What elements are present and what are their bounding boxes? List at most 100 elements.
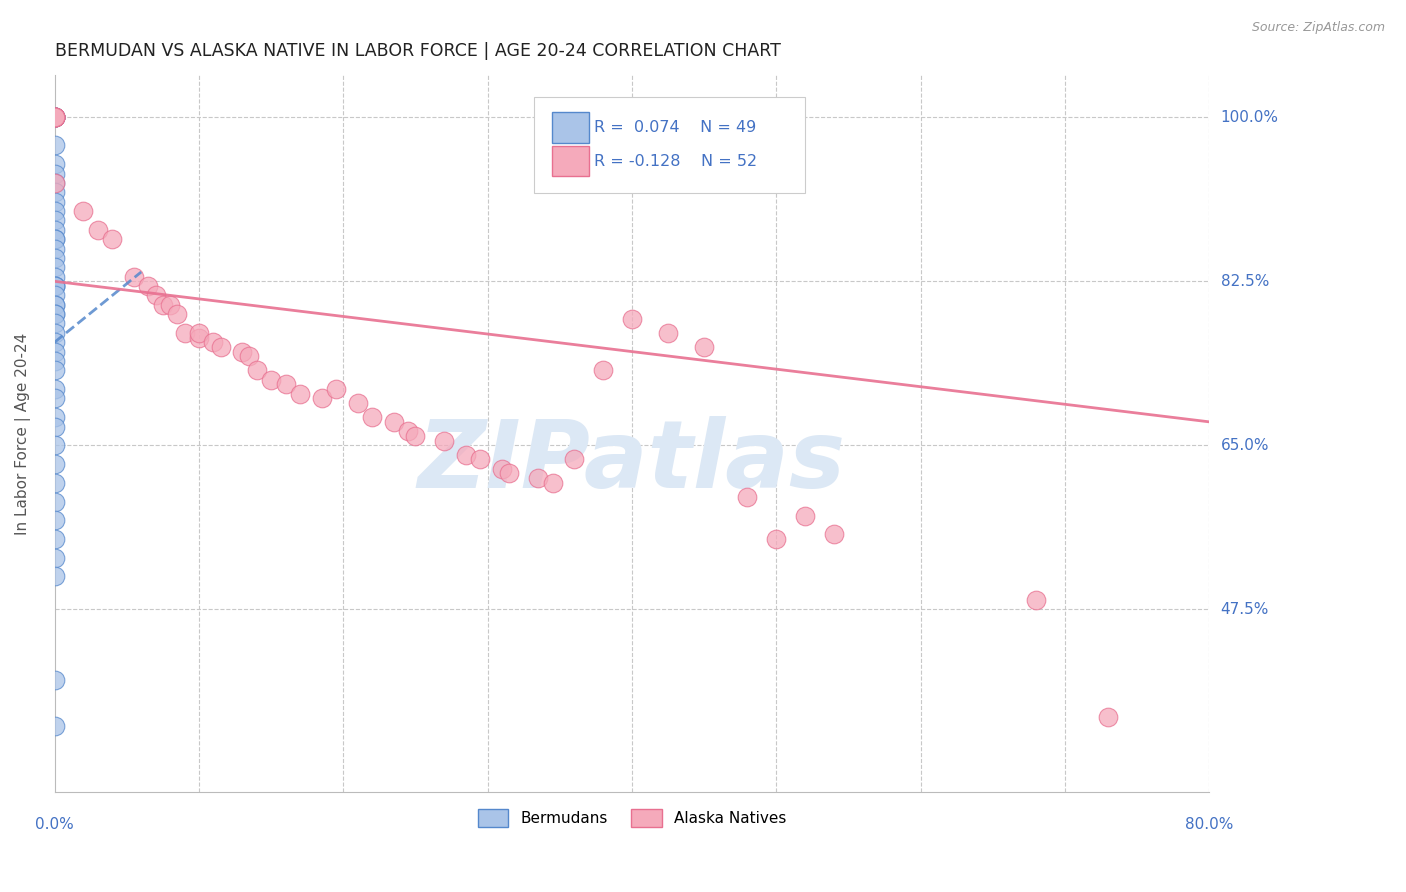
Point (44, 111, 66, 125)
Point (44, 382, 66, 396)
Text: 0.0%: 0.0% (35, 817, 75, 832)
Point (361, 410, 384, 425)
Text: 65.0%: 65.0% (1220, 438, 1270, 453)
Point (188, 326, 211, 340)
Point (1097, 710, 1119, 724)
Point (44, 335, 66, 350)
Point (346, 396, 368, 410)
Point (44, 260, 66, 275)
Point (44, 410, 66, 425)
Point (794, 508, 817, 523)
Point (44, 167, 66, 181)
Point (491, 461, 513, 475)
FancyBboxPatch shape (553, 146, 589, 177)
Point (44, 176, 66, 190)
Point (498, 467, 520, 481)
Point (44, 279, 66, 293)
Point (44, 354, 66, 368)
Point (209, 340, 232, 354)
Text: Source: ZipAtlas.com: Source: ZipAtlas.com (1251, 21, 1385, 34)
Point (1025, 593, 1047, 607)
Point (44, 111, 66, 125)
Point (470, 452, 492, 467)
Point (44, 419, 66, 434)
Point (72, 204, 94, 219)
Point (44, 232, 66, 246)
Point (238, 349, 260, 363)
Text: 80.0%: 80.0% (1185, 817, 1233, 832)
Text: BERMUDAN VS ALASKA NATIVE IN LABOR FORCE | AGE 20-24 CORRELATION CHART: BERMUDAN VS ALASKA NATIVE IN LABOR FORCE… (55, 42, 780, 60)
FancyBboxPatch shape (553, 112, 589, 143)
Point (246, 363, 269, 377)
Point (145, 288, 167, 302)
Point (87, 223, 110, 237)
Point (44, 157, 66, 171)
Point (44, 176, 66, 190)
Point (592, 363, 614, 377)
Point (44, 213, 66, 227)
Point (44, 279, 66, 293)
Point (44, 242, 66, 256)
Point (260, 373, 283, 387)
Point (44, 111, 66, 125)
Point (44, 494, 66, 508)
Point (44, 457, 66, 471)
Point (44, 532, 66, 546)
Point (44, 550, 66, 565)
Point (44, 363, 66, 377)
Point (173, 326, 195, 340)
Text: R =  0.074    N = 49: R = 0.074 N = 49 (593, 120, 756, 135)
Point (454, 448, 477, 462)
Text: 47.5%: 47.5% (1220, 602, 1268, 616)
Point (737, 490, 759, 504)
Point (44, 326, 66, 340)
Point (765, 532, 787, 546)
Text: 82.5%: 82.5% (1220, 274, 1268, 289)
Point (44, 392, 66, 406)
Point (44, 719, 66, 733)
Point (44, 569, 66, 583)
Point (152, 298, 174, 312)
Point (44, 513, 66, 527)
Point (44, 288, 66, 302)
Point (159, 298, 181, 312)
Point (44, 111, 66, 125)
Point (433, 434, 456, 448)
Point (44, 111, 66, 125)
Point (44, 251, 66, 265)
Point (657, 326, 679, 340)
Point (693, 340, 716, 354)
Point (44, 138, 66, 153)
Point (325, 382, 347, 396)
Point (44, 298, 66, 312)
Point (44, 317, 66, 331)
Point (101, 232, 124, 246)
Point (44, 307, 66, 321)
Point (138, 279, 160, 293)
Legend: Bermudans, Alaska Natives: Bermudans, Alaska Natives (470, 802, 794, 835)
Point (44, 111, 66, 125)
Point (274, 377, 297, 392)
Point (231, 344, 253, 359)
Point (44, 111, 66, 125)
Point (396, 424, 419, 438)
Point (188, 330, 211, 344)
Point (44, 111, 66, 125)
Text: ZIPatlas: ZIPatlas (418, 417, 846, 508)
Text: R = -0.128    N = 52: R = -0.128 N = 52 (593, 153, 756, 169)
Point (621, 311, 644, 326)
Point (44, 438, 66, 452)
Point (44, 111, 66, 125)
Text: 100.0%: 100.0% (1220, 110, 1278, 125)
Point (44, 298, 66, 312)
Point (405, 429, 427, 443)
Point (541, 475, 564, 490)
Point (44, 111, 66, 125)
Point (202, 335, 225, 350)
Point (44, 111, 66, 125)
Point (44, 269, 66, 284)
Point (44, 186, 66, 200)
Point (44, 475, 66, 490)
Point (44, 232, 66, 246)
Point (44, 344, 66, 359)
